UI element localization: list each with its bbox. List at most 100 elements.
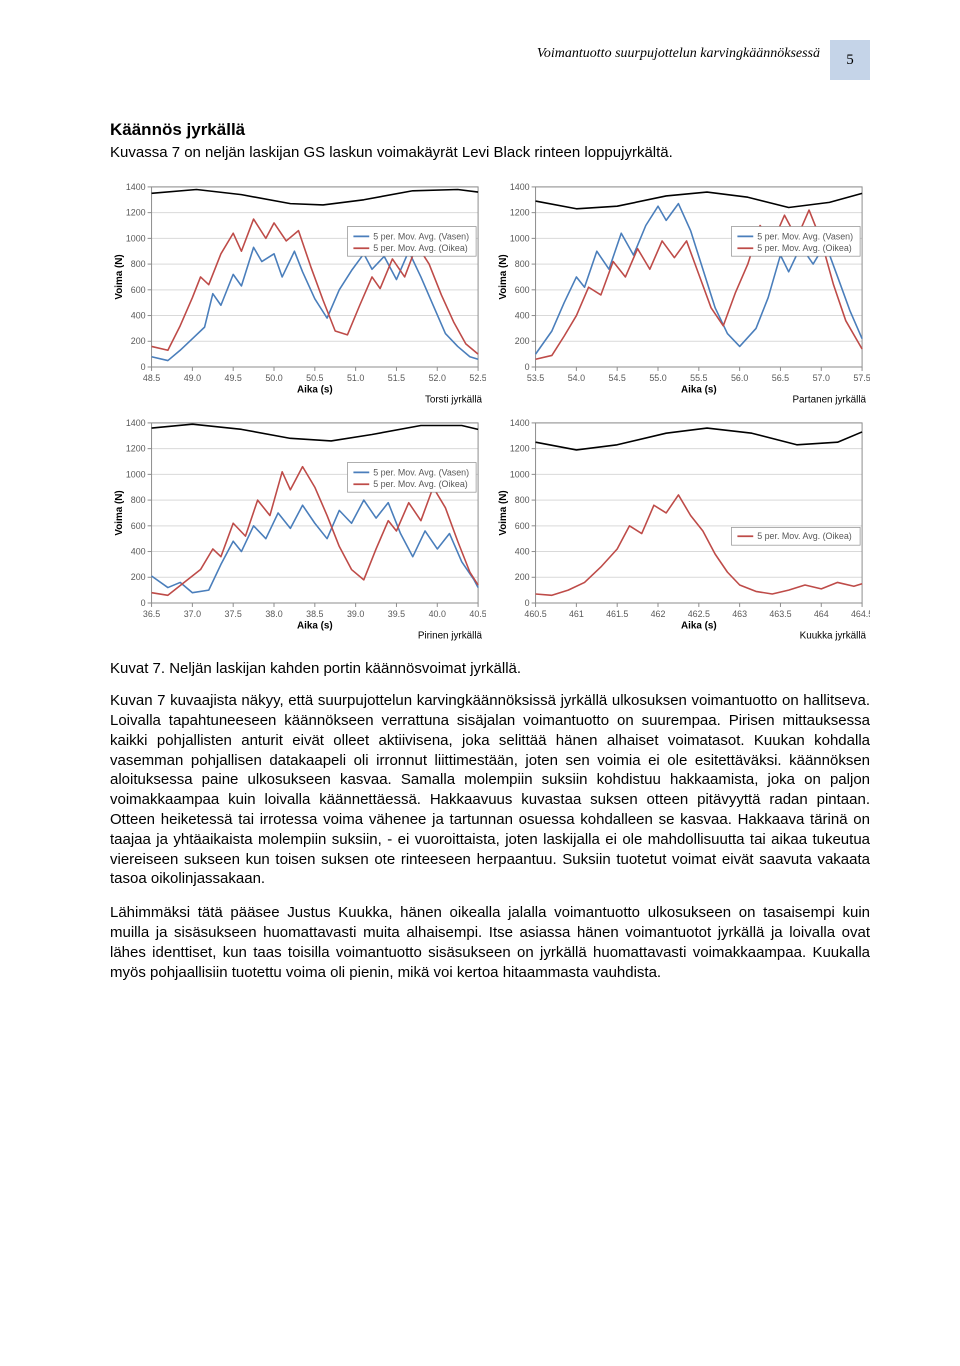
intro-paragraph: Kuvassa 7 on neljän laskijan GS laskun v… (110, 144, 870, 161)
svg-text:1200: 1200 (126, 208, 146, 218)
svg-text:54.5: 54.5 (609, 373, 626, 383)
svg-text:54.0: 54.0 (568, 373, 585, 383)
svg-text:Aika (s): Aika (s) (297, 620, 333, 631)
svg-text:49.0: 49.0 (184, 373, 201, 383)
svg-text:464: 464 (814, 608, 829, 618)
chart-partanen: 0 200 400 600 800 1000 1200 1400 53.5 54.0 54.5 55.… (494, 179, 870, 407)
svg-text:Voima (N): Voima (N) (114, 490, 125, 535)
svg-text:600: 600 (131, 520, 146, 530)
svg-text:200: 200 (131, 572, 146, 582)
page-number: 5 (846, 52, 854, 69)
svg-text:52.5: 52.5 (469, 373, 486, 383)
svg-text:36.5: 36.5 (143, 608, 160, 618)
svg-text:57.5: 57.5 (853, 373, 870, 383)
svg-text:5 per. Mov. Avg. (Vasen): 5 per. Mov. Avg. (Vasen) (373, 231, 469, 241)
svg-text:400: 400 (131, 311, 146, 321)
svg-text:Torsti jyrkällä: Torsti jyrkällä (425, 395, 483, 406)
svg-text:200: 200 (131, 336, 146, 346)
svg-text:1200: 1200 (510, 208, 530, 218)
svg-text:37.5: 37.5 (225, 608, 242, 618)
running-title: Voimantuotto suurpujottelun karvingkäänn… (537, 40, 820, 62)
svg-text:1400: 1400 (510, 417, 530, 427)
svg-text:1000: 1000 (126, 233, 146, 243)
svg-text:600: 600 (131, 285, 146, 295)
svg-text:39.5: 39.5 (388, 608, 405, 618)
svg-text:5 per. Mov. Avg. (Oikea): 5 per. Mov. Avg. (Oikea) (757, 531, 852, 541)
svg-text:1200: 1200 (510, 443, 530, 453)
svg-text:1000: 1000 (510, 233, 530, 243)
svg-text:462.5: 462.5 (688, 608, 710, 618)
svg-text:55.0: 55.0 (649, 373, 666, 383)
figure-7-grid: 0 200 400 600 800 1000 1200 1400 48.5 49.0 49.5 50.… (110, 179, 870, 642)
svg-text:600: 600 (515, 520, 530, 530)
chart-torsti: 0 200 400 600 800 1000 1200 1400 48.5 49.0 49.5 50.… (110, 179, 486, 407)
svg-text:0: 0 (141, 598, 146, 608)
svg-text:800: 800 (515, 495, 530, 505)
chart-pirinen: 0 200 400 600 800 1000 1200 1400 36.5 37.0 37.5 38.… (110, 415, 486, 643)
svg-text:0: 0 (525, 598, 530, 608)
svg-text:460.5: 460.5 (524, 608, 546, 618)
svg-text:400: 400 (131, 546, 146, 556)
svg-text:Partanen jyrkällä: Partanen jyrkällä (792, 395, 866, 406)
svg-text:464.5: 464.5 (851, 608, 870, 618)
svg-text:462: 462 (651, 608, 666, 618)
svg-text:57.0: 57.0 (813, 373, 830, 383)
svg-text:1400: 1400 (126, 417, 146, 427)
svg-text:463: 463 (732, 608, 747, 618)
svg-text:1400: 1400 (126, 182, 146, 192)
svg-text:38.0: 38.0 (265, 608, 282, 618)
svg-text:400: 400 (515, 546, 530, 556)
svg-text:200: 200 (515, 572, 530, 582)
svg-text:400: 400 (515, 311, 530, 321)
svg-text:50.0: 50.0 (265, 373, 282, 383)
svg-text:39.0: 39.0 (347, 608, 364, 618)
svg-text:40.5: 40.5 (469, 608, 486, 618)
svg-text:5 per. Mov. Avg. (Oikea): 5 per. Mov. Avg. (Oikea) (373, 479, 468, 489)
svg-text:800: 800 (131, 259, 146, 269)
svg-text:Voima (N): Voima (N) (498, 490, 509, 535)
figure-caption: Kuvat 7. Neljän laskijan kahden portin k… (110, 660, 870, 677)
body-paragraph-2: Lähimmäksi tätä pääsee Justus Kuukka, hä… (110, 903, 870, 982)
svg-text:Aika (s): Aika (s) (681, 620, 717, 631)
svg-text:1000: 1000 (126, 469, 146, 479)
svg-text:5 per. Mov. Avg. (Oikea): 5 per. Mov. Avg. (Oikea) (373, 243, 468, 253)
svg-text:5 per. Mov. Avg. (Oikea): 5 per. Mov. Avg. (Oikea) (757, 243, 852, 253)
svg-text:53.5: 53.5 (527, 373, 544, 383)
svg-text:463.5: 463.5 (769, 608, 791, 618)
svg-text:Kuukka jyrkällä: Kuukka jyrkällä (800, 630, 867, 641)
svg-text:600: 600 (515, 285, 530, 295)
svg-text:55.5: 55.5 (690, 373, 707, 383)
svg-text:1200: 1200 (126, 443, 146, 453)
svg-text:Voima (N): Voima (N) (498, 254, 509, 299)
svg-text:56.5: 56.5 (772, 373, 789, 383)
page-number-badge: 5 (830, 40, 870, 80)
svg-text:51.5: 51.5 (388, 373, 405, 383)
svg-text:51.0: 51.0 (347, 373, 364, 383)
svg-text:52.0: 52.0 (429, 373, 446, 383)
svg-text:800: 800 (515, 259, 530, 269)
svg-text:49.5: 49.5 (225, 373, 242, 383)
svg-text:5 per. Mov. Avg. (Vasen): 5 per. Mov. Avg. (Vasen) (757, 231, 853, 241)
svg-text:37.0: 37.0 (184, 608, 201, 618)
svg-text:5 per. Mov. Avg. (Vasen): 5 per. Mov. Avg. (Vasen) (373, 467, 469, 477)
svg-text:56.0: 56.0 (731, 373, 748, 383)
svg-text:Aika (s): Aika (s) (297, 385, 333, 396)
svg-text:0: 0 (525, 362, 530, 372)
body-paragraph-1: Kuvan 7 kuvaajista näkyy, että suurpujot… (110, 691, 870, 889)
svg-text:800: 800 (131, 495, 146, 505)
svg-text:50.5: 50.5 (306, 373, 323, 383)
svg-text:1000: 1000 (510, 469, 530, 479)
svg-text:40.0: 40.0 (429, 608, 446, 618)
section-heading: Käännös jyrkällä (110, 120, 870, 140)
svg-text:200: 200 (515, 336, 530, 346)
svg-text:48.5: 48.5 (143, 373, 160, 383)
svg-text:Pirinen jyrkällä: Pirinen jyrkällä (418, 630, 483, 641)
svg-text:Voima (N): Voima (N) (114, 254, 125, 299)
svg-text:1400: 1400 (510, 182, 530, 192)
svg-text:0: 0 (141, 362, 146, 372)
svg-text:461.5: 461.5 (606, 608, 628, 618)
svg-text:461: 461 (569, 608, 584, 618)
running-header: Voimantuotto suurpujottelun karvingkäänn… (110, 40, 870, 80)
chart-kuukka: 0 200 400 600 800 1000 1200 1400 460.5 461 461.5 46… (494, 415, 870, 643)
svg-text:38.5: 38.5 (306, 608, 323, 618)
